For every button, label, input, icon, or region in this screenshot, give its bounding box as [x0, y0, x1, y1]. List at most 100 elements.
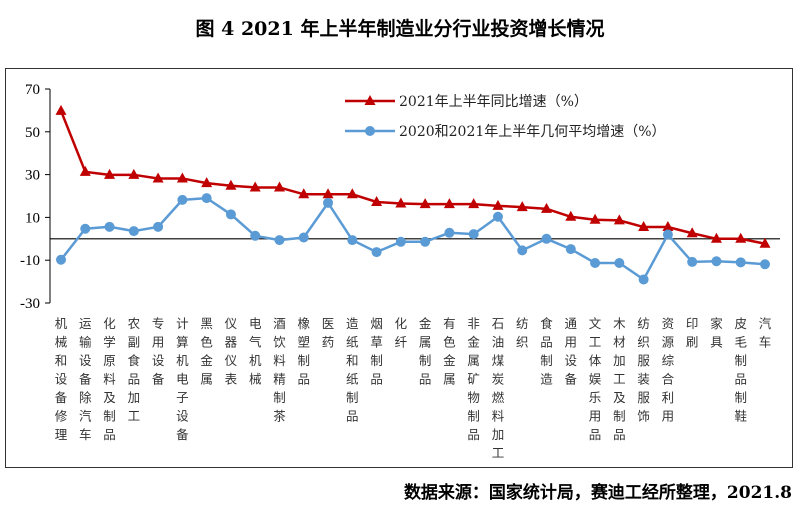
data-point-triangle	[613, 214, 625, 225]
data-point-circle	[56, 254, 66, 265]
data-point-circle	[153, 221, 164, 232]
x-category-label: 有色金属	[443, 316, 456, 387]
data-point-triangle	[443, 198, 455, 209]
x-category-label: 农副食品加工	[128, 316, 141, 424]
data-point-circle	[298, 232, 309, 243]
x-category-label: 汽车	[759, 316, 772, 350]
data-point-triangle	[371, 195, 383, 206]
data-point-triangle	[638, 221, 650, 232]
data-point-circle	[80, 223, 91, 234]
data-point-triangle	[225, 179, 237, 190]
data-point-triangle	[128, 168, 140, 179]
data-point-circle	[711, 256, 722, 267]
legend-label: 2020和2021年上半年几何平均增速（%）	[399, 124, 666, 140]
x-category-label: 资源综合利用	[662, 316, 675, 424]
data-point-triangle	[79, 165, 91, 176]
data-point-circle	[687, 256, 698, 267]
x-category-label: 印刷	[686, 316, 699, 350]
data-point-circle	[201, 193, 212, 204]
data-point-circle	[347, 235, 358, 246]
data-point-circle	[590, 257, 601, 268]
data-point-triangle	[468, 198, 480, 209]
x-category-label: 纺织服装服饰	[637, 316, 650, 424]
data-point-triangle	[346, 188, 358, 199]
x-category-label: 酒饮料精制茶	[273, 316, 286, 424]
x-category-label: 机械和设备修理	[55, 316, 68, 442]
data-point-circle	[323, 197, 334, 208]
data-point-triangle	[104, 168, 116, 179]
y-tick-label: -10	[20, 253, 40, 269]
data-point-circle	[468, 229, 479, 240]
data-point-circle	[225, 209, 236, 220]
data-point-triangle	[735, 232, 747, 243]
data-point-circle	[760, 259, 770, 270]
chart-title: 图 4 2021 年上半年制造业分行业投资增长情况	[195, 18, 605, 40]
y-tick-label: 70	[25, 82, 40, 98]
data-point-triangle	[249, 181, 261, 192]
x-category-label: 石油煤炭燃料加工	[492, 316, 505, 461]
x-category-label: 仪器仪表	[225, 316, 238, 387]
data-source-note: 数据来源：国家统计局，赛迪工经所整理，2021.8	[403, 483, 792, 503]
x-category-label: 医药	[322, 316, 335, 350]
y-tick-label: 10	[25, 210, 40, 226]
chart-frame	[5, 68, 793, 468]
x-category-label: 专用设备	[152, 316, 165, 387]
data-point-circle	[274, 235, 285, 246]
series-line-2	[60, 196, 766, 282]
data-point-triangle	[273, 181, 285, 192]
x-category-label: 黑色金属	[200, 316, 213, 387]
x-category-label: 文工体娱乐用品	[589, 316, 602, 442]
x-category-label: 电气机械	[249, 316, 262, 387]
data-point-triangle	[686, 227, 698, 238]
data-point-triangle	[565, 210, 577, 221]
x-category-label: 计算机电子设备	[176, 316, 189, 442]
data-point-triangle	[152, 172, 164, 183]
x-category-label: 家具	[710, 316, 723, 350]
x-category-label: 皮毛制品制鞋	[734, 316, 747, 424]
data-point-triangle	[322, 188, 334, 199]
series-line-1	[59, 110, 766, 245]
y-tick-label: 30	[25, 168, 40, 184]
x-category-label: 化学原料及制品	[103, 316, 116, 442]
x-category-label: 食品制造	[540, 316, 553, 387]
data-point-circle	[444, 227, 455, 238]
data-point-circle	[541, 233, 552, 244]
x-category-label: 运输设备除汽车	[79, 316, 92, 442]
data-point-circle	[395, 236, 406, 247]
data-point-triangle	[395, 197, 407, 208]
data-point-triangle	[516, 201, 528, 212]
x-category-label: 金属制品	[419, 316, 432, 387]
data-point-circle	[662, 229, 673, 240]
data-point-circle	[177, 194, 188, 205]
x-category-label: 橡塑制品	[298, 316, 311, 387]
data-point-circle	[128, 226, 139, 237]
data-point-circle	[517, 245, 528, 256]
x-category-label: 非金属矿物制品	[467, 316, 480, 442]
data-point-triangle	[492, 199, 504, 210]
x-category-label: 造纸和纸制品	[346, 316, 359, 424]
data-point-circle	[565, 244, 576, 255]
data-point-triangle	[662, 221, 674, 232]
data-point-triangle	[298, 188, 310, 199]
data-point-circle	[250, 230, 261, 241]
y-tick-label: 50	[25, 125, 40, 141]
legend-circle-marker	[365, 126, 375, 136]
data-point-triangle	[55, 104, 67, 115]
data-point-triangle	[176, 172, 188, 183]
x-category-label: 化纤	[395, 316, 408, 350]
x-category-label: 通用设备	[565, 316, 578, 387]
data-point-triangle	[710, 232, 722, 243]
legend-label: 2021年上半年同比增速（%）	[399, 94, 588, 110]
x-category-label: 木材加工及制品	[613, 316, 626, 442]
data-point-circle	[638, 274, 649, 285]
data-point-circle	[614, 257, 625, 268]
data-point-circle	[735, 257, 746, 268]
data-point-circle	[371, 247, 382, 258]
legend-triangle-marker	[364, 95, 376, 105]
y-tick-label: -30	[20, 296, 40, 312]
x-category-label: 纺织	[516, 316, 529, 350]
data-point-circle	[492, 211, 503, 222]
data-point-circle	[104, 221, 115, 232]
data-point-triangle	[589, 213, 601, 224]
